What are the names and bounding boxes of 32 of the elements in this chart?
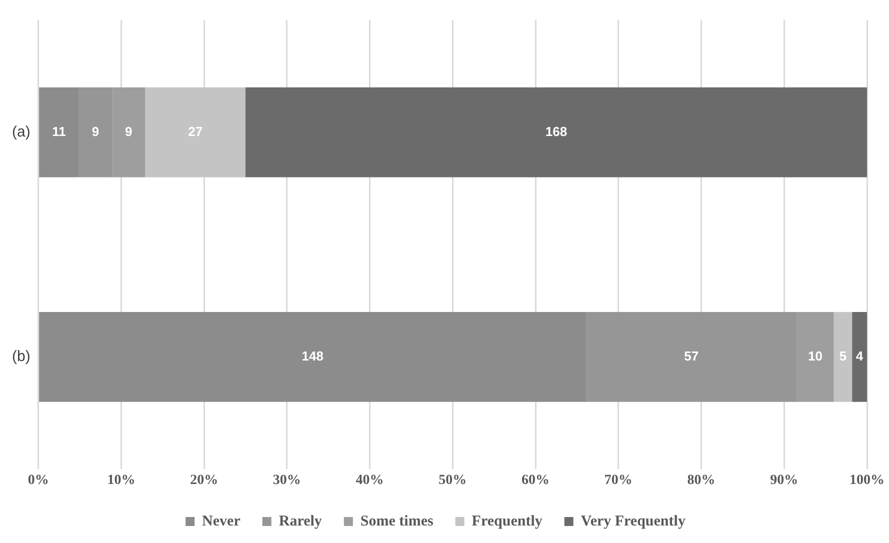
x-tick-label: 10% <box>107 473 136 488</box>
y-tick-label: (b) <box>12 348 30 366</box>
x-tick-label: 90% <box>770 473 798 488</box>
annotation: 11 <box>52 124 66 139</box>
x-tick-label: 40% <box>356 473 384 488</box>
legend-label: Rarely <box>278 513 322 530</box>
bar <box>852 312 867 402</box>
x-tick-label: 80% <box>687 473 716 488</box>
legend-label: Never <box>202 513 241 530</box>
legend-label: Some times <box>360 513 434 530</box>
legend-label: Very Frequently <box>580 513 686 530</box>
annotation: 148 <box>302 348 324 364</box>
x-tick-label: 60% <box>522 473 550 488</box>
bar <box>145 87 246 178</box>
annotation: 5 <box>839 348 847 364</box>
annotation: 57 <box>684 348 699 364</box>
x-tick-label: 30% <box>272 473 301 488</box>
annotation: 27 <box>188 124 203 139</box>
annotation: 9 <box>125 124 132 139</box>
x-tick-label: 100% <box>850 473 884 488</box>
bar <box>834 312 852 402</box>
annotation: 4 <box>856 348 864 364</box>
x-tick-label: 50% <box>438 473 467 488</box>
bar <box>246 87 867 178</box>
annotation: 168 <box>545 124 568 139</box>
y-tick-label: (a) <box>12 123 30 140</box>
annotation: 9 <box>92 124 100 139</box>
annotation: 10 <box>808 348 822 364</box>
legend-label: Frequently <box>472 513 543 530</box>
x-tick-label: 70% <box>604 473 632 488</box>
x-tick-label: 20% <box>190 473 218 488</box>
x-tick-label: 0% <box>28 473 49 488</box>
